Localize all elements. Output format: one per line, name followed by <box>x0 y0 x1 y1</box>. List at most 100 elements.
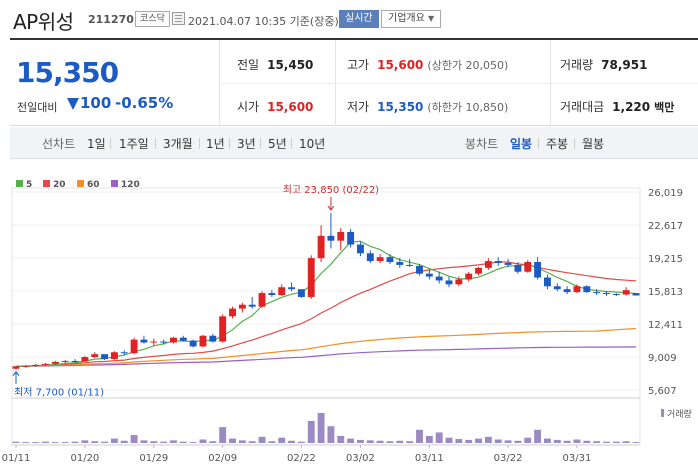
candle-body <box>288 287 295 290</box>
volume-bar <box>61 442 69 443</box>
volume-bar <box>376 440 384 443</box>
high-price: 고가 15,600 (상한가 20,050) <box>347 56 508 73</box>
candle-body <box>534 262 542 278</box>
volume-bar <box>534 429 542 443</box>
period-1w[interactable]: 1주일 <box>119 137 149 151</box>
quote-panel: 15,350 전일대비 100 -0.65% 전일 15,450 고가 15,600… <box>10 38 698 126</box>
amount-unit: 백만 <box>654 101 675 114</box>
candle-body <box>612 294 620 296</box>
volume-bar <box>573 439 581 443</box>
candle-body <box>524 262 532 272</box>
candle-body <box>583 286 591 293</box>
volume-value: 78,951 <box>601 58 648 72</box>
y-tick-label: 19,215 <box>648 254 683 265</box>
candle-body <box>140 339 148 343</box>
volume-bar <box>110 438 118 443</box>
candle-body <box>416 265 423 274</box>
volume: 거래량 78,951 <box>560 56 647 73</box>
candle-body <box>425 273 433 277</box>
candle-body <box>406 264 414 266</box>
volume-bar <box>366 440 374 443</box>
candle-body <box>258 293 266 307</box>
company-overview-button[interactable]: 기업개요 ▼ <box>381 10 442 28</box>
candle-body <box>12 366 20 369</box>
divider <box>220 83 698 84</box>
quote-timestamp: 2021.04.07 10:35 기준(장중) <box>188 15 339 28</box>
candle-body <box>475 267 482 274</box>
stock-name: AP위성 <box>13 10 74 34</box>
price-chart: 26,019 22,617 19,215 15,813 12,411 9,009 5,607… <box>2 180 692 464</box>
y-tick-label: 9,009 <box>648 353 677 364</box>
volume-bar <box>593 441 601 443</box>
high-arrow-head <box>327 205 335 211</box>
period-10y[interactable]: 10년 <box>299 137 326 151</box>
period-daily[interactable]: 일봉 <box>510 137 533 151</box>
y-tick-label: 22,617 <box>648 221 683 232</box>
volume-bar <box>189 442 197 443</box>
volume-legend-label: 거래량 <box>667 408 692 420</box>
volume-bar <box>101 441 109 443</box>
volume-bar <box>150 441 158 443</box>
volume-bar <box>386 441 394 443</box>
period-3m[interactable]: 3개월 <box>163 137 193 151</box>
candle-body <box>563 289 571 293</box>
candle-body <box>622 290 630 295</box>
volume-bar <box>317 413 325 443</box>
low-value: 15,350 <box>377 100 424 114</box>
candle-body <box>514 264 522 272</box>
candle-body <box>189 340 197 347</box>
volume-bar <box>612 441 620 443</box>
ma-line <box>15 346 637 367</box>
volume-bar <box>179 441 187 443</box>
period-5y[interactable]: 5년 <box>268 137 287 151</box>
current-price-box: 15,350 전일대비 100 -0.65% <box>10 40 220 126</box>
down-arrow-icon <box>67 98 79 110</box>
current-price: 15,350 <box>16 56 119 89</box>
volume-bar <box>170 440 177 443</box>
volume-bar <box>543 438 551 443</box>
x-tick-label: 03/02 <box>346 453 375 464</box>
amount-label: 거래대금 <box>560 100 605 114</box>
volume-bar <box>357 439 364 443</box>
period-1y[interactable]: 1년 <box>206 137 225 151</box>
volume-bar <box>425 435 433 443</box>
candle-body <box>51 361 59 364</box>
period-weekly[interactable]: 주봉 <box>546 137 569 151</box>
open-price: 시가 15,600 <box>237 98 313 115</box>
market-badge: 코스닥 <box>135 11 170 27</box>
realtime-button[interactable]: 실시간 <box>339 10 379 28</box>
y-tick-label: 12,411 <box>648 320 683 331</box>
candle-body <box>81 357 89 362</box>
open-label: 시가 <box>237 100 260 114</box>
candle-body <box>347 231 355 245</box>
period-3y[interactable]: 3년 <box>237 137 256 151</box>
x-tick-label: 01/20 <box>70 453 99 464</box>
high-label: 고가 <box>347 58 370 72</box>
candle-body <box>150 341 158 343</box>
volume-bar <box>514 440 522 443</box>
candle-body <box>445 280 453 285</box>
stock-code: 211270 <box>88 13 134 26</box>
candle-body <box>396 262 404 265</box>
high-annotation: 최고 23,850 (02/22) <box>283 184 379 196</box>
volume-bar <box>563 440 571 443</box>
volume-legend-swatch <box>661 409 664 417</box>
candle-body <box>199 335 207 347</box>
lower-limit: (하한가 10,850) <box>427 101 509 114</box>
candle-body <box>307 258 315 297</box>
legend-label: 20 <box>53 180 66 190</box>
candle-body <box>179 337 187 341</box>
volume-bar <box>524 437 532 443</box>
low-label: 저가 <box>347 100 370 114</box>
upper-limit: (상한가 20,050) <box>427 59 509 72</box>
period-1d[interactable]: 1일 <box>87 137 106 151</box>
volume-bar <box>288 440 295 443</box>
volume-bar <box>337 435 345 443</box>
volume-bar <box>81 440 89 443</box>
candle-body <box>632 293 640 296</box>
candle-body <box>268 293 276 296</box>
legend-swatch <box>111 180 118 187</box>
change-value: 100 <box>80 94 112 112</box>
period-monthly[interactable]: 월봉 <box>582 137 605 151</box>
candle-body <box>504 262 512 265</box>
